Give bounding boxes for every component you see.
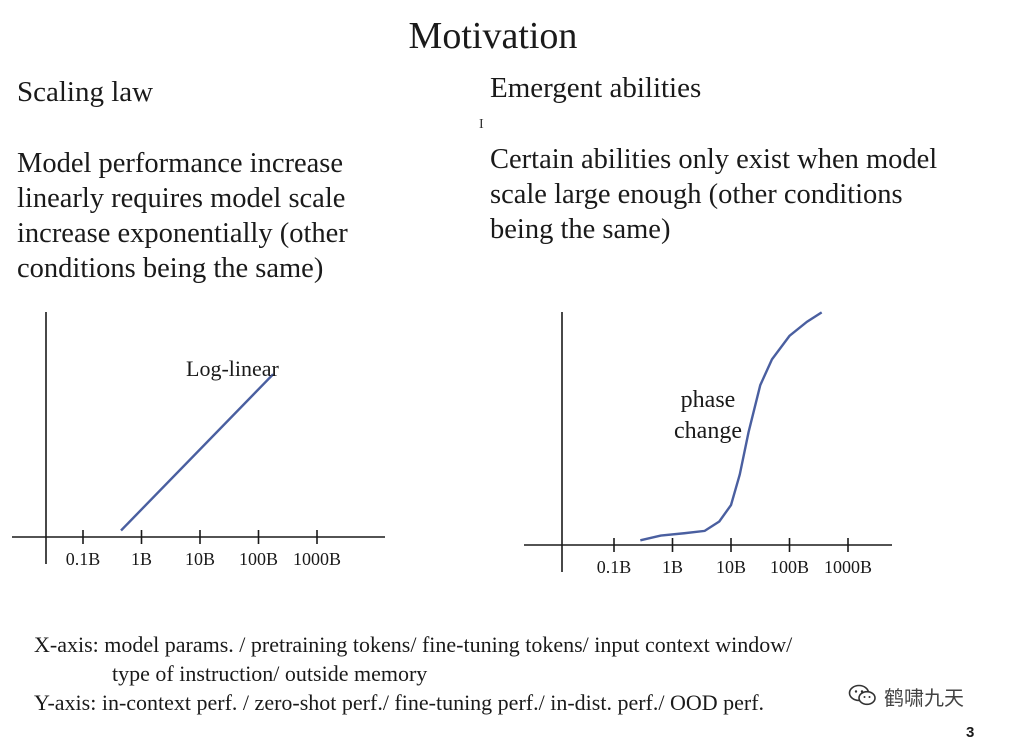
emergent-abilities-chart: 0.1B 1B 10B 100B 1000B phase change	[524, 311, 892, 577]
x-axis-caption-line1: X-axis: model params. / pretraining toke…	[34, 632, 793, 657]
text-cursor-icon: I	[479, 117, 484, 132]
left-body-text: Model performance increase linearly requ…	[17, 146, 477, 286]
left-body-line: linearly requires model scale	[17, 183, 346, 214]
watermark-text: 鹤啸九天	[884, 685, 964, 710]
right-heading: Emergent abilities	[490, 72, 702, 104]
x-tick-label: 1B	[662, 557, 683, 577]
x-tick-label: 1B	[131, 549, 152, 569]
log-linear-annotation: Log-linear	[186, 356, 280, 381]
x-tick-label: 10B	[716, 557, 746, 577]
page-number: 3	[966, 724, 975, 741]
scaling-law-chart: 0.1B 1B 10B 100B 1000B Log-linear	[12, 312, 385, 569]
watermark: 鹤啸九天	[848, 682, 964, 710]
log-linear-series-line	[120, 373, 274, 532]
wechat-icon	[848, 684, 876, 706]
left-body-line: conditions being the same)	[17, 253, 324, 284]
x-tick-label: 100B	[770, 557, 809, 577]
x-tick-label: 0.1B	[597, 557, 632, 577]
slide-title: Motivation	[408, 15, 578, 57]
x-tick-label: 1000B	[293, 549, 341, 569]
x-tick-label: 10B	[185, 549, 215, 569]
right-body-text: Certain abilities only exist when model …	[490, 142, 1005, 247]
left-body-line: increase exponentially (other	[17, 218, 348, 249]
left-heading: Scaling law	[17, 76, 154, 108]
right-body-line: Certain abilities only exist when model	[490, 144, 938, 175]
x-axis-caption-line2: type of instruction/ outside memory	[112, 661, 428, 686]
x-tick-label: 100B	[239, 549, 278, 569]
x-tick-label: 0.1B	[66, 549, 101, 569]
x-tick-label: 1000B	[824, 557, 872, 577]
phase-change-annotation-line2: change	[674, 418, 742, 444]
left-body-line: Model performance increase	[17, 148, 343, 179]
right-body-line: being the same)	[490, 214, 671, 245]
phase-change-annotation-line1: phase	[681, 387, 736, 413]
y-axis-caption: Y-axis: in-context perf. / zero-shot per…	[34, 690, 765, 715]
right-body-line: scale large enough (other conditions	[490, 179, 903, 210]
phase-change-series-line	[640, 311, 823, 542]
